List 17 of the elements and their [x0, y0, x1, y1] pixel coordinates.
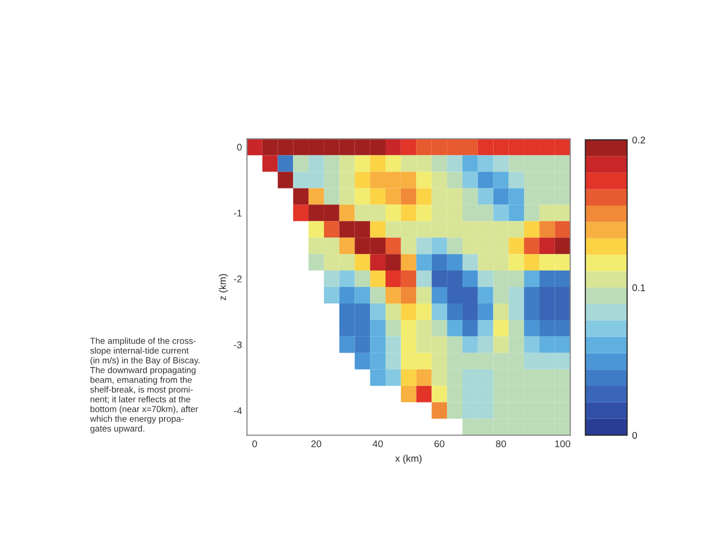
x-tick-label: 20	[311, 440, 322, 448]
y-tick-label: -1	[234, 210, 242, 216]
x-tick-label: 60	[434, 440, 444, 448]
color-bar-label: 0.2	[632, 136, 646, 144]
y-tick-label: 0	[237, 144, 242, 151]
y-tick-label: -4	[234, 407, 242, 414]
x-tick-label: 0	[252, 440, 257, 448]
x-tick-label: 80	[496, 440, 506, 448]
y-axis-title: z (km)	[218, 274, 228, 300]
color-bar-label: 0.1	[632, 284, 646, 292]
y-tick-label: -3	[234, 341, 242, 348]
x-axis-title: x (km)	[395, 454, 422, 464]
y-tick-label: -2	[234, 276, 242, 282]
text: The amplitude of the cross- slope internal-tide current (in m/s) in the Bay of Biscay. The downward propagating beam, emanating from the shelf-break, is most promi- nent; it later reflects at the bottom (near x=70km), after which the energy propa- gates upward.	[90, 338, 200, 434]
color-bar-label: 0	[632, 432, 638, 439]
x-tick-label: 100	[555, 440, 570, 448]
x-tick-label: 40	[372, 440, 383, 448]
